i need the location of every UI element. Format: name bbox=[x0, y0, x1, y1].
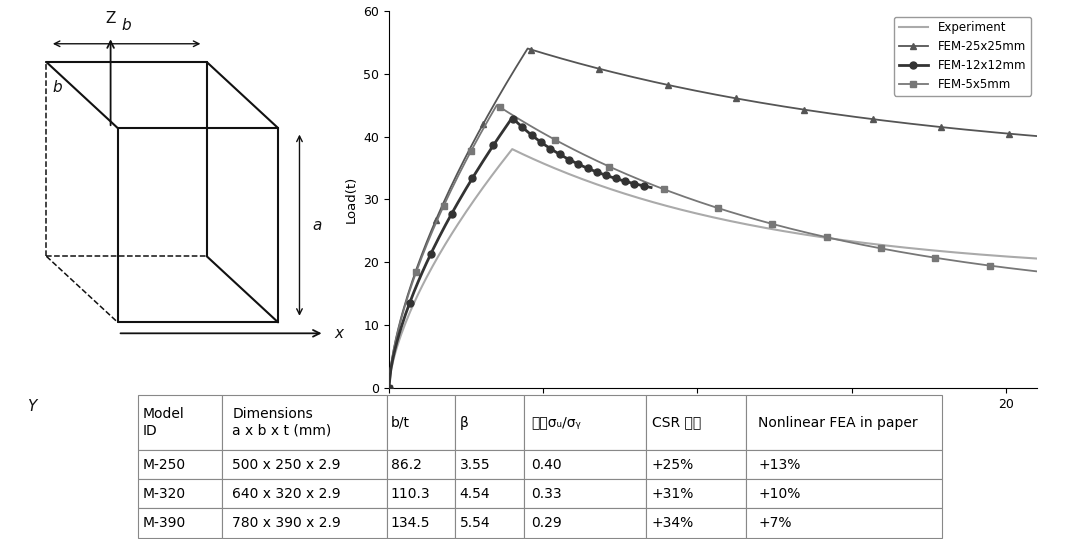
Line: FEM-5x5mm: FEM-5x5mm bbox=[386, 102, 1040, 391]
Experiment bbox=[896, 244, 909, 251]
FEM-25x25mm bbox=[1030, 133, 1043, 139]
FEM-12x12mm bbox=[590, 169, 603, 175]
FEM-12x12mm bbox=[395, 323, 408, 330]
FEM-12x12mm bbox=[609, 175, 622, 182]
FEM-12x12mm bbox=[585, 167, 598, 173]
FEM-25x25mm bbox=[382, 385, 395, 391]
Line: FEM-25x25mm: FEM-25x25mm bbox=[386, 45, 1040, 391]
FEM-12x12mm bbox=[521, 128, 534, 135]
Experiment bbox=[805, 232, 818, 239]
FEM-12x12mm bbox=[474, 161, 487, 168]
FEM-5x5mm bbox=[892, 248, 905, 255]
Line: FEM-12x12mm: FEM-12x12mm bbox=[386, 114, 654, 391]
Experiment bbox=[382, 385, 395, 391]
FEM-25x25mm bbox=[828, 111, 841, 118]
FEM-25x25mm bbox=[576, 61, 589, 67]
Text: Y: Y bbox=[27, 399, 37, 414]
FEM-12x12mm bbox=[645, 184, 658, 191]
Experiment bbox=[505, 146, 518, 153]
Experiment bbox=[395, 331, 408, 337]
X-axis label: Displacement(mm): Displacement(mm) bbox=[649, 416, 777, 430]
Text: b: b bbox=[122, 18, 132, 33]
Experiment bbox=[823, 235, 836, 241]
FEM-25x25mm bbox=[486, 104, 499, 110]
Legend: Experiment, FEM-25x25mm, FEM-12x12mm, FEM-5x5mm: Experiment, FEM-25x25mm, FEM-12x12mm, FE… bbox=[894, 17, 1031, 96]
Y-axis label: Load(t): Load(t) bbox=[345, 176, 357, 223]
FEM-5x5mm bbox=[549, 136, 562, 143]
FEM-5x5mm bbox=[816, 233, 829, 240]
FEM-5x5mm bbox=[798, 229, 811, 236]
FEM-12x12mm bbox=[505, 114, 518, 121]
Text: Z: Z bbox=[106, 11, 116, 26]
FEM-25x25mm bbox=[901, 120, 914, 127]
Experiment bbox=[1030, 255, 1043, 262]
FEM-25x25mm bbox=[396, 308, 409, 314]
FEM-5x5mm bbox=[1030, 268, 1043, 274]
Text: x: x bbox=[334, 326, 343, 341]
FEM-5x5mm bbox=[463, 151, 476, 157]
FEM-5x5mm bbox=[490, 102, 503, 108]
FEM-12x12mm bbox=[382, 385, 395, 391]
FEM-5x5mm bbox=[393, 321, 406, 327]
Experiment bbox=[562, 171, 575, 177]
Text: b: b bbox=[52, 80, 62, 95]
Experiment bbox=[474, 188, 487, 194]
Line: Experiment: Experiment bbox=[389, 149, 1037, 388]
FEM-25x25mm bbox=[522, 45, 535, 52]
Text: a: a bbox=[312, 218, 322, 233]
FEM-5x5mm bbox=[382, 385, 395, 391]
FEM-25x25mm bbox=[812, 108, 825, 115]
